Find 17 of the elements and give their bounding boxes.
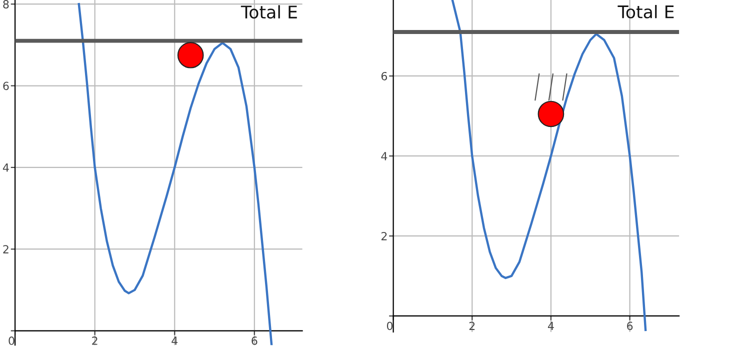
ref-line-label: Total E	[240, 5, 297, 19]
x-tick-label: 4	[172, 336, 178, 345]
y-tick-label: 2	[381, 232, 387, 240]
x-tick-label: 2	[92, 336, 98, 345]
ref-line-label: Total E	[618, 4, 674, 18]
x-tick-label: 0	[386, 322, 393, 330]
y-tick-label: 2	[3, 245, 8, 254]
x-tick-label: 6	[627, 322, 633, 330]
y-tick-label: 6	[381, 72, 388, 80]
x-tick-label: 2	[469, 322, 475, 330]
y-tick-label: 4	[381, 152, 388, 160]
y-tick-label: 8	[3, 0, 9, 8]
y-tick-label: 6	[3, 82, 9, 90]
x-tick-label: 6	[252, 336, 258, 345]
x-tick-label: 0	[8, 336, 14, 345]
x-tick-label: 4	[548, 322, 554, 330]
y-tick-label: 4	[2, 164, 9, 172]
